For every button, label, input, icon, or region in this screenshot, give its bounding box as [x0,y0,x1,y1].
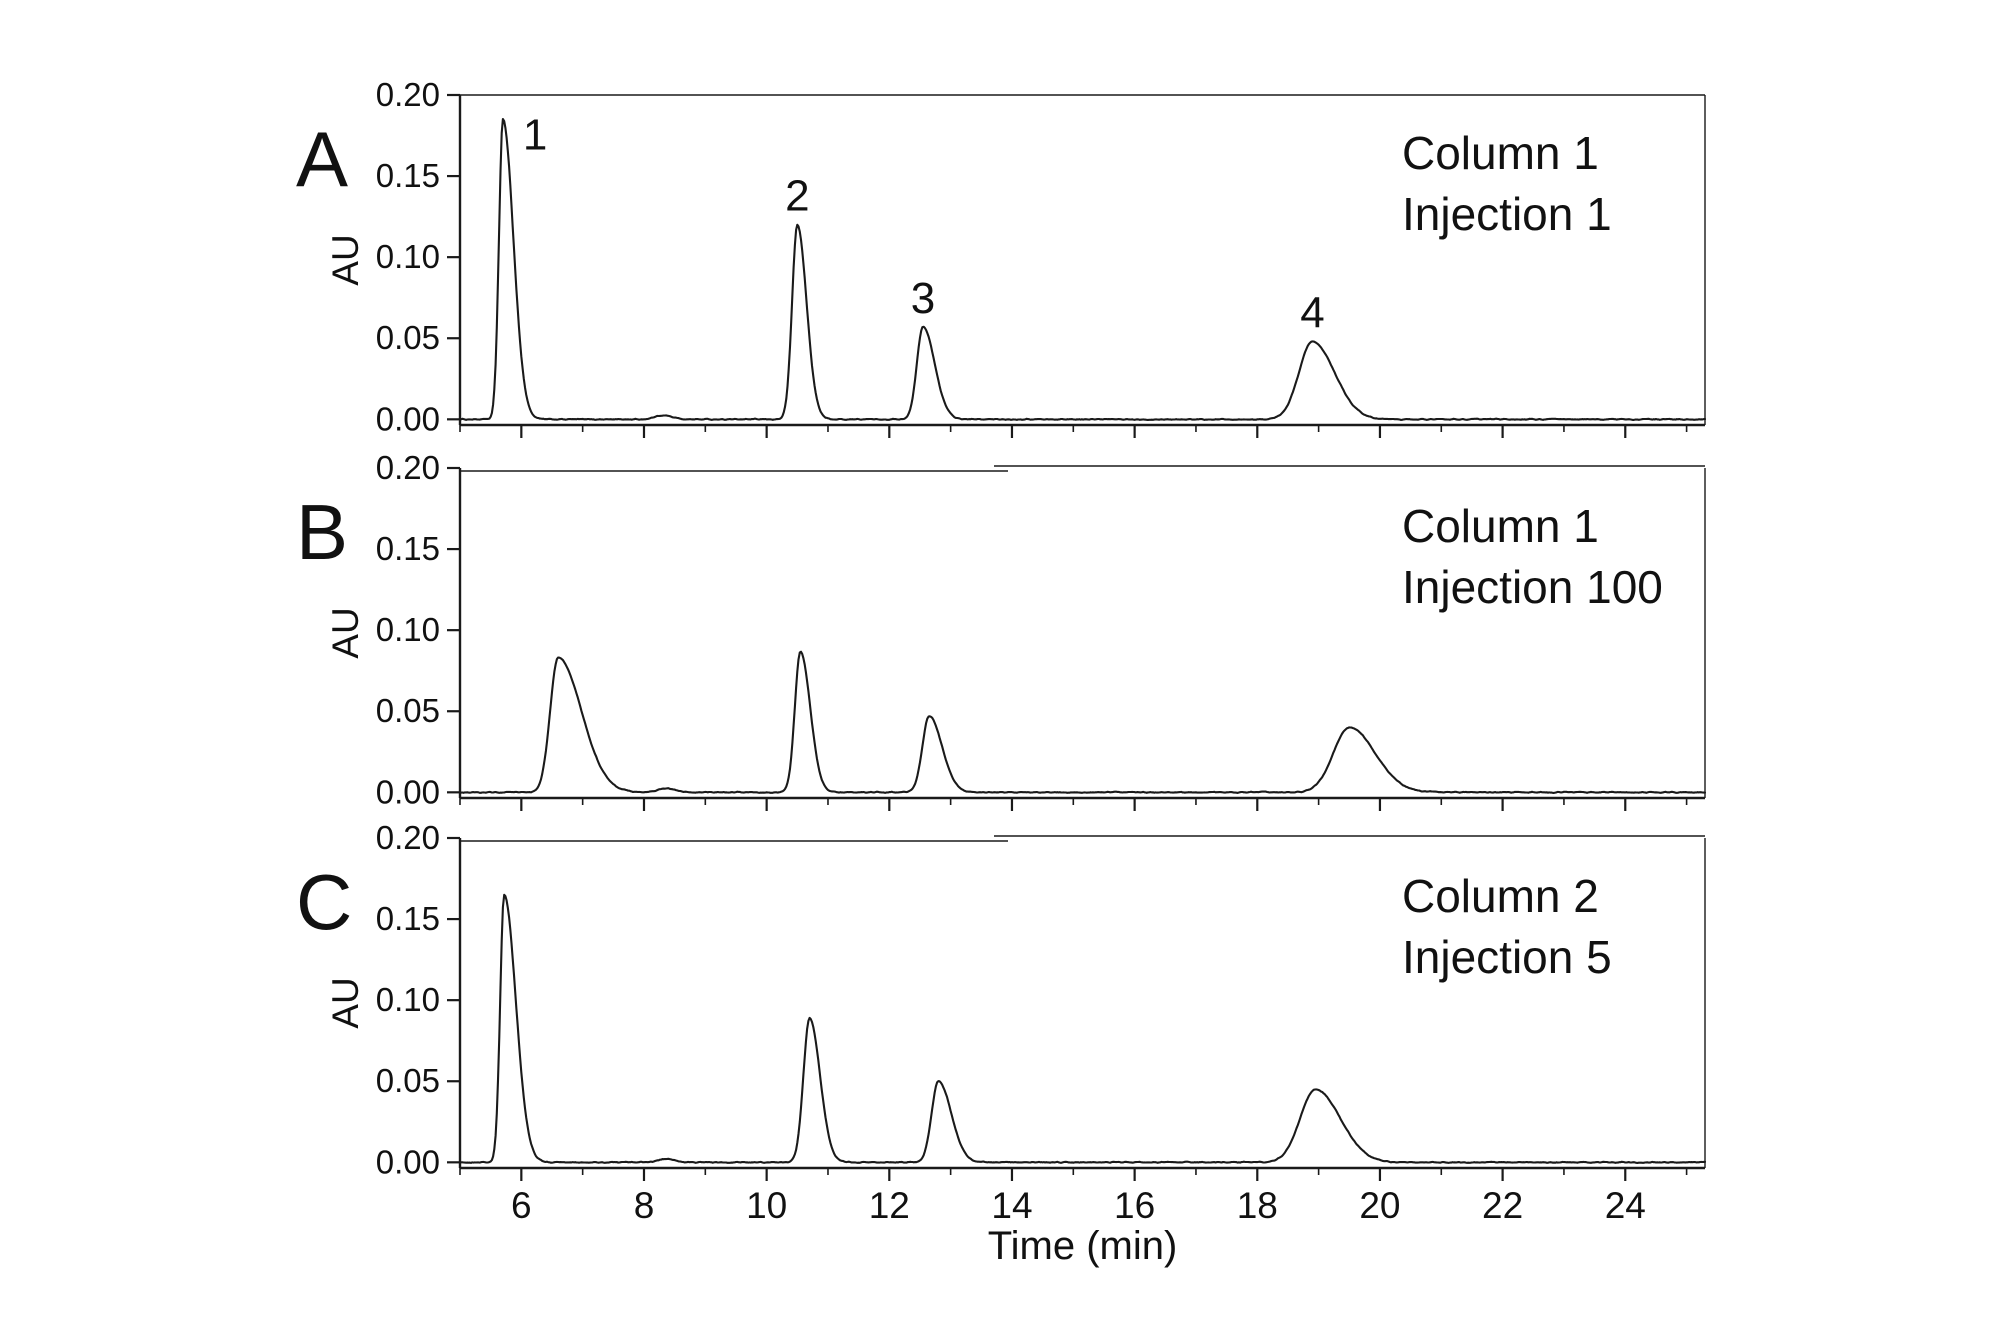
x-tick-label: 24 [1605,1185,1646,1226]
x-tick-label: 22 [1482,1185,1523,1226]
y-tick-label: 0.00 [376,1143,440,1180]
peak-label: 1 [523,110,547,159]
y-axis-title: AU [325,607,366,658]
y-tick-label: 0.00 [376,773,440,810]
peak-label: 3 [911,274,935,323]
x-axis-title: Time (min) [987,1224,1178,1268]
panel-letter-a: A [296,115,349,203]
chromatogram-trace [458,117,1707,421]
plot-area-a: 0.00 0.05 0.10 0.15 0.20 AU 1 2 3 4 [325,76,1707,438]
panel-letter-c: C [296,858,353,946]
y-tick-label: 0.20 [376,449,440,486]
chromatogram-trace [458,650,1707,794]
annotation-line-1: Column 1 [1402,500,1599,552]
x-tick-label: 6 [511,1185,532,1226]
x-tick-label: 14 [991,1185,1032,1226]
x-tick-label: 8 [634,1185,655,1226]
panel-annotation-a: Column 1 Injection 1 [1402,123,1612,245]
panel-annotation-b: Column 1 Injection 100 [1402,496,1663,618]
x-tick-label: 10 [746,1185,787,1226]
y-tick-label: 0.05 [376,1062,440,1099]
y-tick-label: 0.15 [376,530,440,567]
y-axis-title: AU [325,234,366,285]
panel-c: 0.00 0.05 0.10 0.15 0.20 6 8 10 12 14 16 18 20 22 24 AU… [0,818,2000,1238]
y-axis-title: AU [325,977,366,1028]
annotation-line-1: Column 2 [1402,870,1599,922]
panel-annotation-c: Column 2 Injection 5 [1402,866,1612,988]
x-tick-label: 12 [869,1185,910,1226]
y-tick-label: 0.15 [376,157,440,194]
annotation-line-1: Column 1 [1402,127,1599,179]
panel-a: 0.00 0.05 0.10 0.15 0.20 AU 1 2 3 4 A Column 1 In… [0,75,2000,495]
y-tick-label: 0.10 [376,238,440,275]
y-tick-label: 0.20 [376,76,440,113]
y-tick-label: 0.15 [376,900,440,937]
peak-label: 4 [1300,288,1324,337]
panel-b: 0.00 0.05 0.10 0.15 0.20 AU B Column 1 Inject… [0,448,2000,868]
chromatogram-trace [458,893,1707,1164]
annotation-line-2: Injection 1 [1402,188,1612,240]
x-tick-label: 18 [1237,1185,1278,1226]
plot-area-c: 0.00 0.05 0.10 0.15 0.20 6 8 10 12 14 16 18 20 22 24 AU [325,819,1707,1226]
x-tick-label: 20 [1359,1185,1400,1226]
y-tick-label: 0.10 [376,611,440,648]
annotation-line-2: Injection 5 [1402,931,1612,983]
panel-letter-b: B [296,488,349,576]
x-tick-label: 16 [1114,1185,1155,1226]
y-tick-label: 0.05 [376,319,440,356]
annotation-line-2: Injection 100 [1402,561,1663,613]
peak-label: 2 [785,172,809,221]
y-tick-label: 0.05 [376,692,440,729]
y-tick-label: 0.10 [376,981,440,1018]
y-tick-label: 0.20 [376,819,440,856]
y-tick-label: 0.00 [376,400,440,437]
plot-area-b: 0.00 0.05 0.10 0.15 0.20 AU [325,449,1707,811]
